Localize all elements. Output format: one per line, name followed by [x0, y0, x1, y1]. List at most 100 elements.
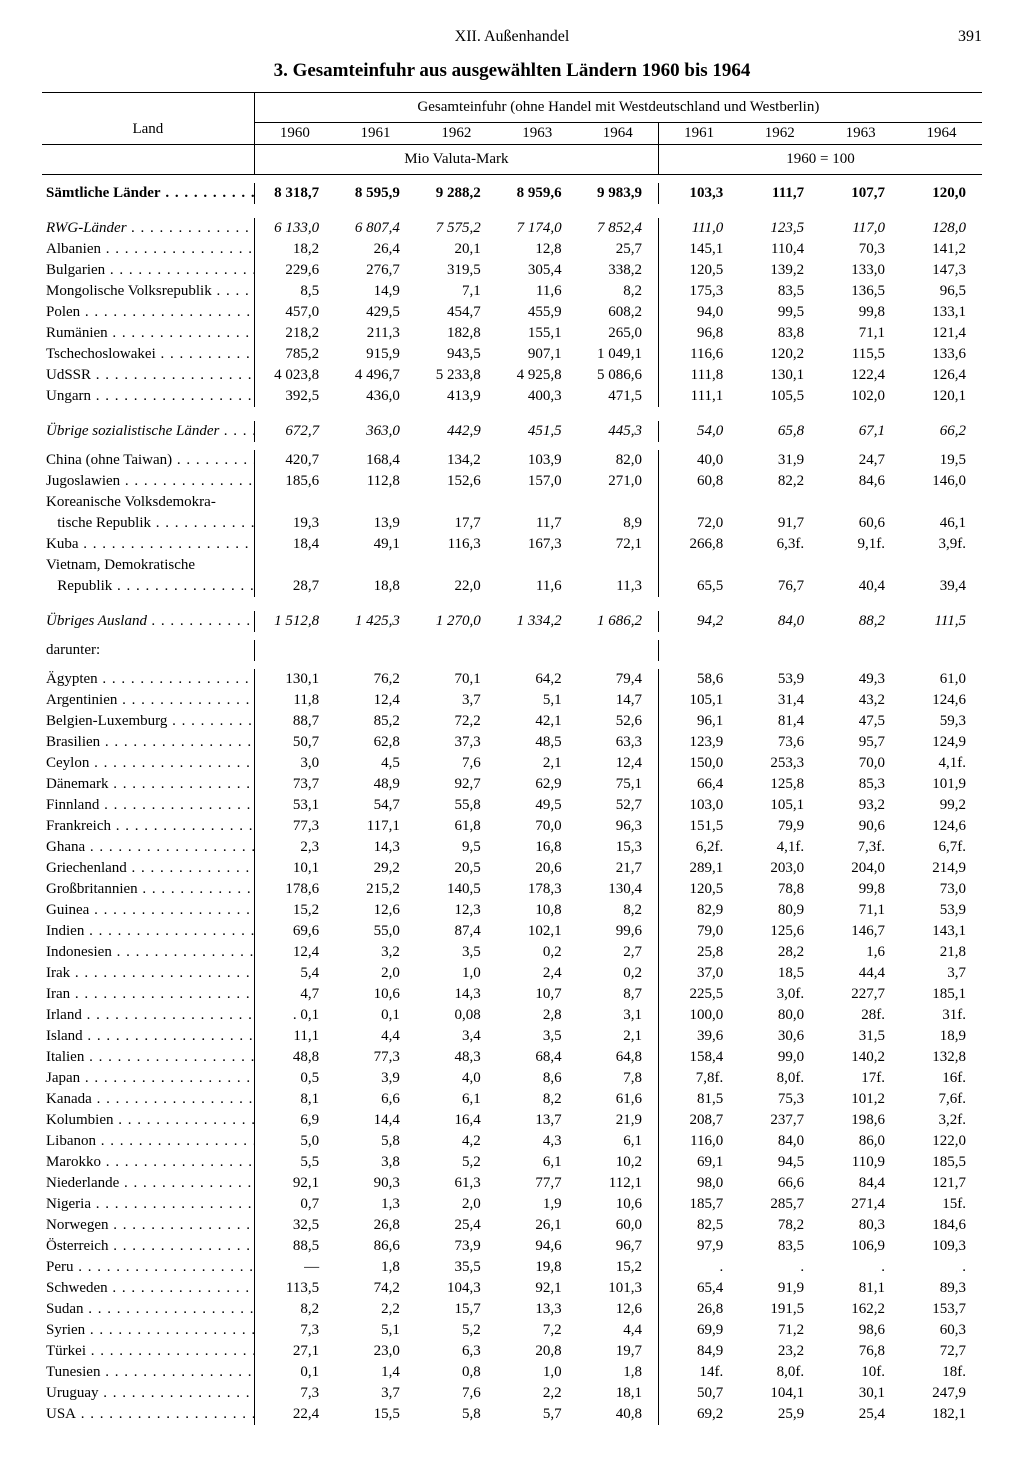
value-cell: 4,3 [497, 1131, 578, 1152]
value-cell: 88,5 [254, 1236, 335, 1257]
darunter-label: darunter: [42, 640, 254, 661]
value-cell: 21,8 [901, 942, 982, 963]
country-cell: Nigeria [42, 1194, 254, 1215]
value-cell: 130,1 [739, 365, 820, 386]
value-cell: 0,2 [578, 963, 659, 984]
country-cell: RWG-Länder [42, 218, 254, 239]
value-cell: 130,1 [254, 669, 335, 690]
value-cell: 0,1 [254, 1362, 335, 1383]
value-cell: 12,3 [416, 900, 497, 921]
value-cell: 455,9 [497, 302, 578, 323]
value-cell: 120,5 [658, 260, 739, 281]
value-cell: 117,1 [335, 816, 416, 837]
value-cell: 72,1 [578, 534, 659, 555]
country-cell: Kanada [42, 1089, 254, 1110]
value-cell: 3,1 [578, 1005, 659, 1026]
value-cell: 6,1 [416, 1089, 497, 1110]
value-cell: 94,2 [658, 611, 739, 632]
value-cell: 4,1f. [739, 837, 820, 858]
value-cell: 4,2 [416, 1131, 497, 1152]
value-cell: 99,2 [901, 795, 982, 816]
value-cell: 83,5 [739, 281, 820, 302]
value-cell: 14,3 [335, 837, 416, 858]
table-row: Jugoslawien185,6112,8152,6157,0271,060,8… [42, 471, 982, 492]
value-cell: 191,5 [739, 1299, 820, 1320]
value-cell: 12,4 [254, 942, 335, 963]
value-cell [497, 492, 578, 513]
value-cell: 65,8 [739, 421, 820, 442]
value-cell: 28,7 [254, 576, 335, 597]
table-row: Übriges Ausland1 512,81 425,31 270,01 33… [42, 611, 982, 632]
col-year: 1960 [254, 123, 335, 145]
country-cell: Bulgarien [42, 260, 254, 281]
value-cell: 111,0 [658, 218, 739, 239]
value-cell: 392,5 [254, 386, 335, 407]
value-cell: 115,5 [820, 344, 901, 365]
country-cell: Übrige sozialistische Länder [42, 421, 254, 442]
value-cell: 2,7 [578, 942, 659, 963]
table-row: Türkei27,123,06,320,819,784,923,276,872,… [42, 1341, 982, 1362]
value-cell: 126,4 [901, 365, 982, 386]
value-cell: 72,7 [901, 1341, 982, 1362]
value-cell: 185,5 [901, 1152, 982, 1173]
value-cell: 413,9 [416, 386, 497, 407]
value-cell [497, 555, 578, 576]
value-cell: 218,2 [254, 323, 335, 344]
value-cell: 16f. [901, 1068, 982, 1089]
table-row: Sudan8,22,215,713,312,626,8191,5162,2153… [42, 1299, 982, 1320]
value-cell: 23,0 [335, 1341, 416, 1362]
value-cell: 23,2 [739, 1341, 820, 1362]
value-cell: 103,9 [497, 450, 578, 471]
value-cell: 25,8 [658, 942, 739, 963]
country-cell: Indien [42, 921, 254, 942]
value-cell: 3,9f. [901, 534, 982, 555]
value-cell: 672,7 [254, 421, 335, 442]
value-cell: 3,5 [416, 942, 497, 963]
table-row: Frankreich77,3117,161,870,096,3151,579,9… [42, 816, 982, 837]
value-cell: 7 174,0 [497, 218, 578, 239]
value-cell: 18,1 [578, 1383, 659, 1404]
value-cell [578, 555, 659, 576]
value-cell: 2,1 [578, 1026, 659, 1047]
value-cell: 0,7 [254, 1194, 335, 1215]
table-row: Bulgarien229,6276,7319,5305,4338,2120,51… [42, 260, 982, 281]
value-cell: 15,2 [254, 900, 335, 921]
value-cell: 6,6 [335, 1089, 416, 1110]
table-row: Ghana2,314,39,516,815,36,2f.4,1f.7,3f.6,… [42, 837, 982, 858]
value-cell: 69,9 [658, 1320, 739, 1341]
country-cell: China (ohne Taiwan) [42, 450, 254, 471]
value-cell: 112,8 [335, 471, 416, 492]
value-cell: 400,3 [497, 386, 578, 407]
value-cell: 15,3 [578, 837, 659, 858]
value-cell: 139,2 [739, 260, 820, 281]
value-cell: 141,2 [901, 239, 982, 260]
value-cell: 943,5 [416, 344, 497, 365]
value-cell: 93,2 [820, 795, 901, 816]
value-cell: 1 270,0 [416, 611, 497, 632]
value-cell: 11,8 [254, 690, 335, 711]
value-cell: 2,4 [497, 963, 578, 984]
table-row: Mongolische Volksrepublik8,514,97,111,68… [42, 281, 982, 302]
value-cell: 10,1 [254, 858, 335, 879]
value-cell: 14,4 [335, 1110, 416, 1131]
value-cell: . [820, 1257, 901, 1278]
country-cell: Guinea [42, 900, 254, 921]
value-cell: 84,0 [739, 1131, 820, 1152]
country-cell: Ungarn [42, 386, 254, 407]
page-title: 3. Gesamteinfuhr aus ausgewählten Länder… [42, 60, 982, 82]
country-cell: Türkei [42, 1341, 254, 1362]
value-cell: 105,1 [739, 795, 820, 816]
value-cell: 79,9 [739, 816, 820, 837]
value-cell: 7,8 [578, 1068, 659, 1089]
value-cell: 110,4 [739, 239, 820, 260]
country-cell: Uruguay [42, 1383, 254, 1404]
value-cell: 8,0f. [739, 1362, 820, 1383]
value-cell: 6 807,4 [335, 218, 416, 239]
value-cell: 10,6 [578, 1194, 659, 1215]
value-cell: 229,6 [254, 260, 335, 281]
table-row: Brasilien50,762,837,348,563,3123,973,695… [42, 732, 982, 753]
value-cell: 285,7 [739, 1194, 820, 1215]
value-cell: 8,7 [578, 984, 659, 1005]
value-cell: 8,2 [497, 1089, 578, 1110]
table-row: Österreich88,586,673,994,696,797,983,510… [42, 1236, 982, 1257]
